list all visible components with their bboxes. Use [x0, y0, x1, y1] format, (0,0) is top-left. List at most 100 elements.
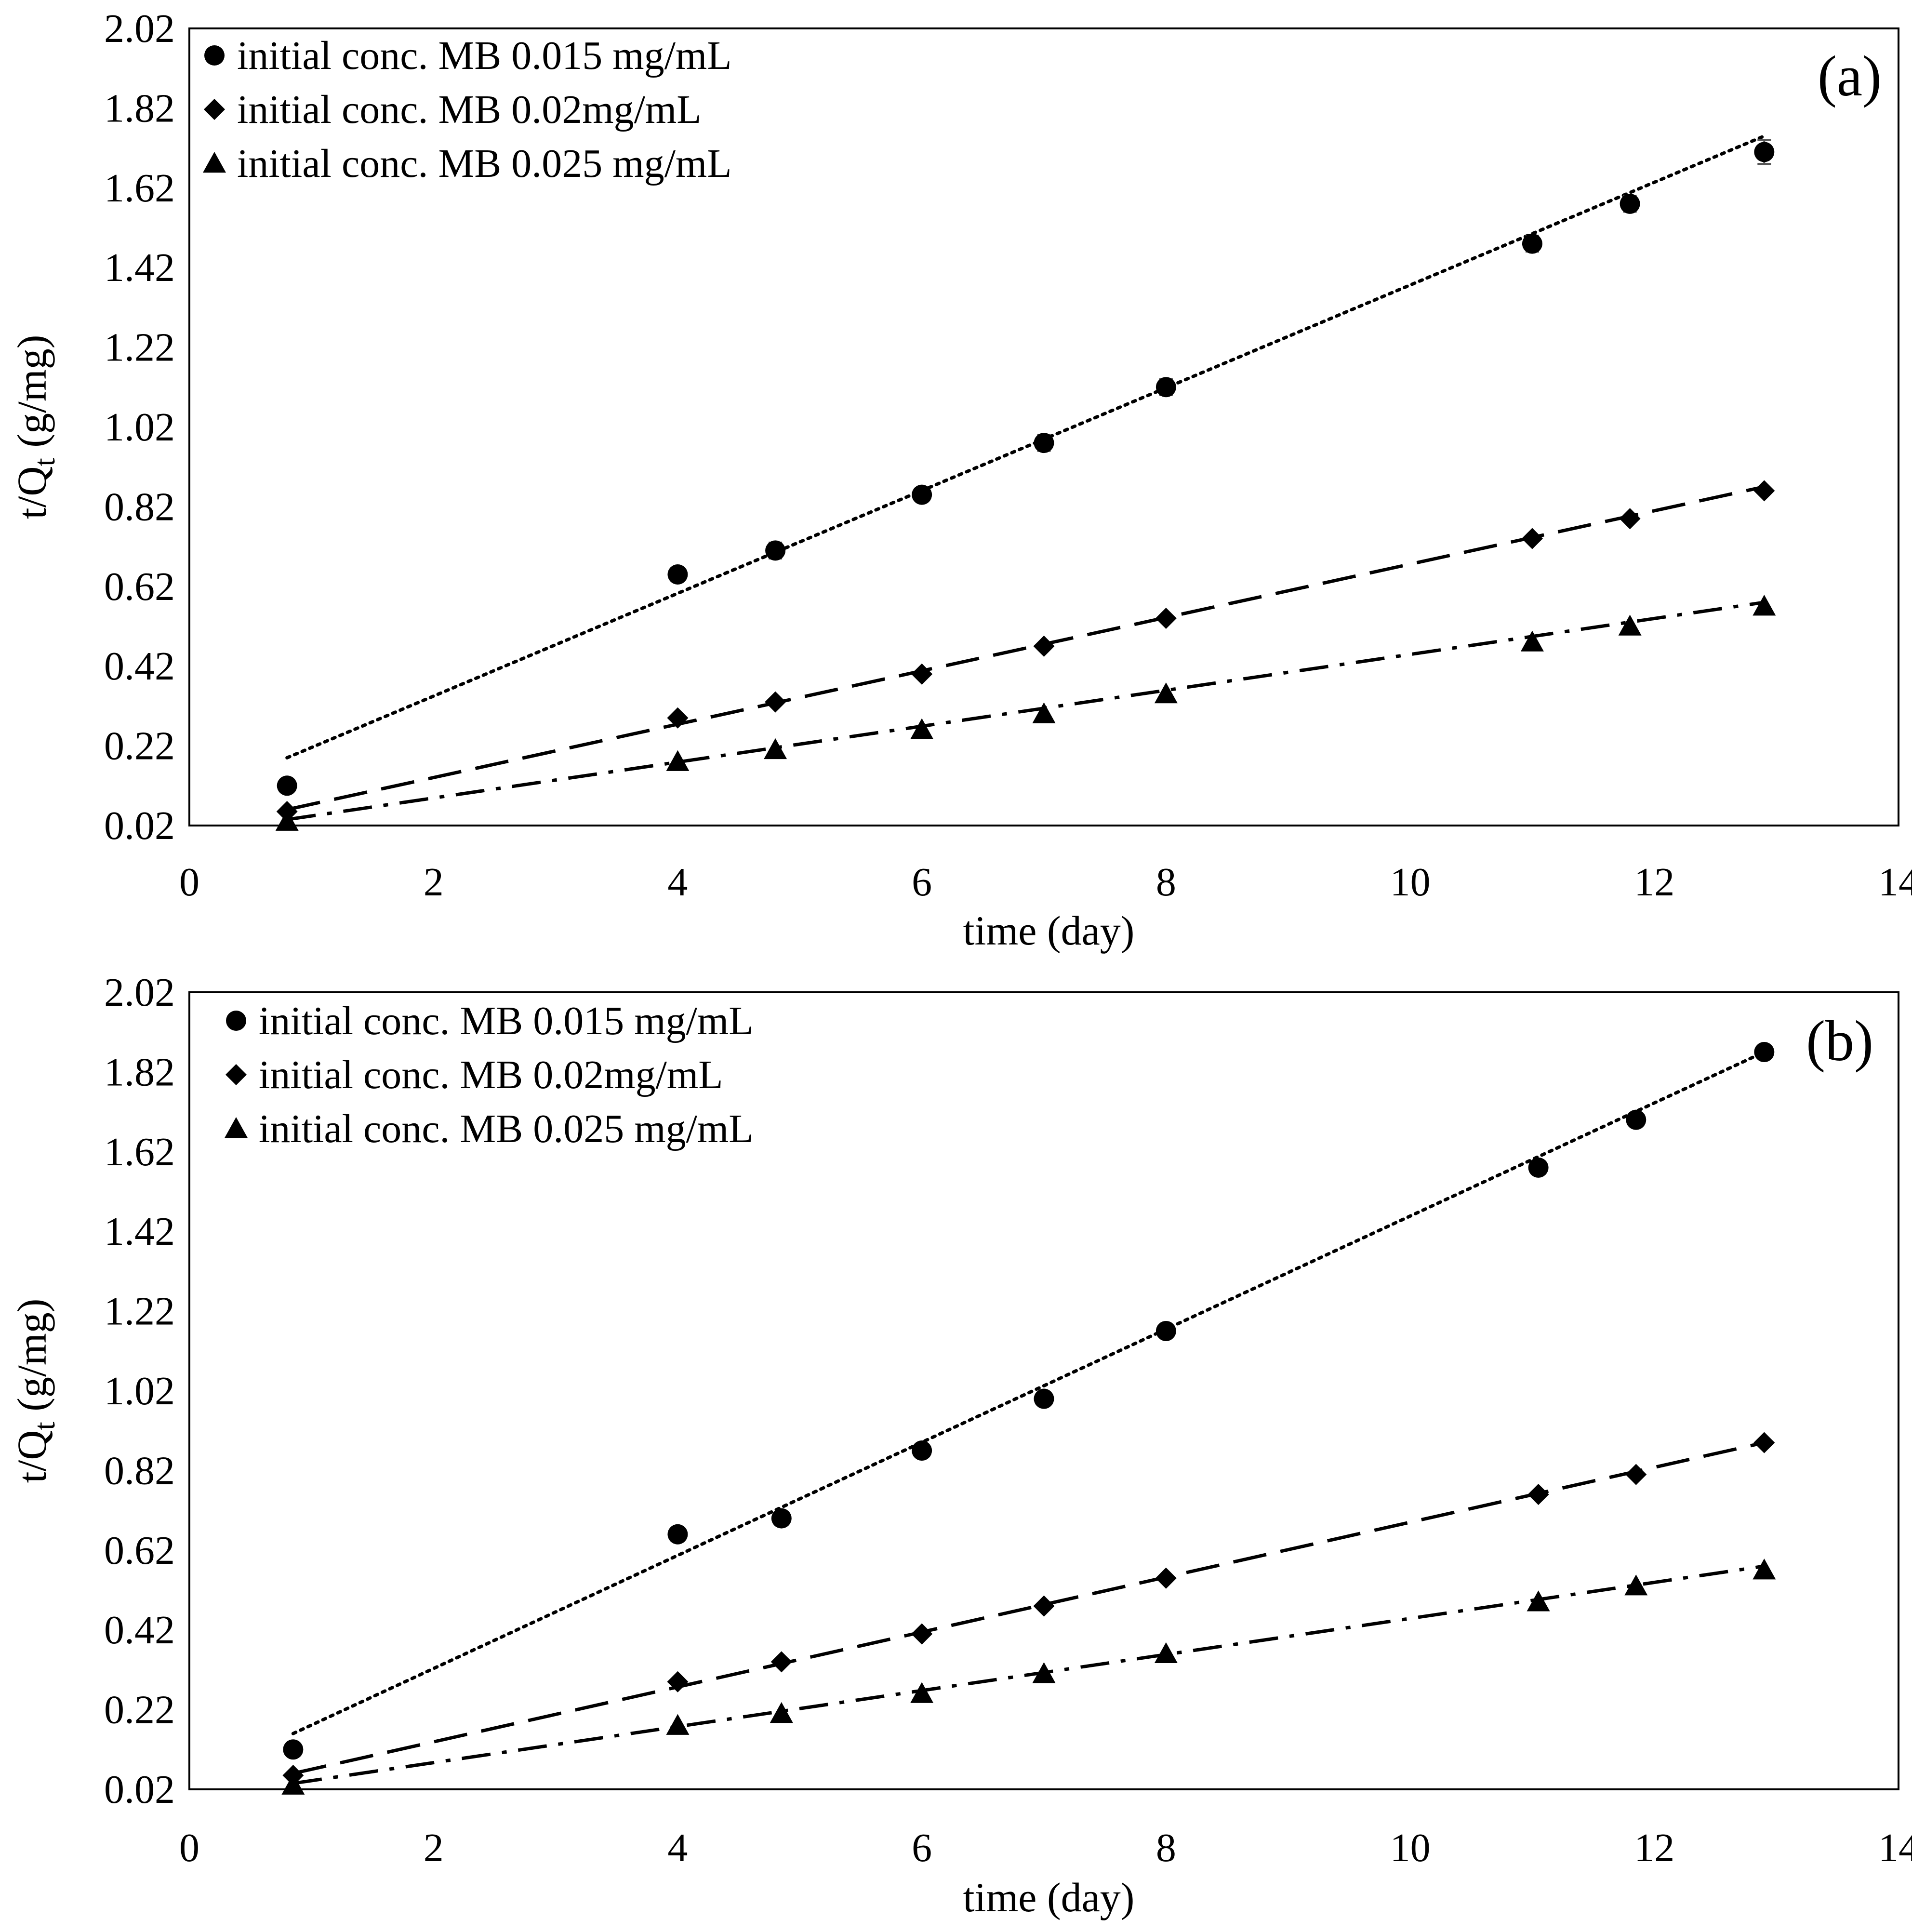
y-tick-label: 1.62: [104, 166, 175, 211]
series-3: [275, 595, 1776, 831]
data-point: [1034, 1388, 1054, 1409]
y-axis-title-prefix: t/Q: [9, 466, 55, 519]
data-point: [910, 718, 934, 739]
y-axis-title-subscript: t: [28, 1422, 61, 1430]
trendline: [291, 1050, 1766, 1735]
data-point: [765, 691, 786, 713]
data-point: [1155, 377, 1176, 398]
x-tick-label: 0: [179, 860, 199, 905]
x-tick-label: 2: [424, 860, 444, 905]
y-tick-label: 1.42: [104, 245, 175, 290]
x-tick-label: 14: [1878, 860, 1912, 905]
y-tick-label: 1.42: [104, 1209, 175, 1254]
trendline: [285, 134, 1766, 759]
x-tick-label: 8: [1156, 860, 1176, 905]
series-1: [277, 134, 1775, 796]
y-tick-label: 0.02: [104, 1767, 175, 1812]
trendline: [286, 485, 1765, 812]
y-axis-title-subscript: t: [28, 458, 61, 466]
chart-panel-a: 0.02 0.22 0.42 0.62 0.82 1.02 1.22 1.42 1.62 1.82…: [9, 6, 1912, 954]
data-point: [667, 564, 688, 585]
legend-marker: [226, 1011, 246, 1031]
data-point: [771, 1508, 792, 1529]
series-2: [276, 480, 1775, 823]
data-point: [1521, 528, 1543, 549]
y-axis-title-suffix: (g/mg): [9, 1299, 55, 1422]
series-2: [282, 1432, 1775, 1786]
y-axis-title-prefix: t/Q: [9, 1430, 55, 1483]
y-tick-label: 1.02: [104, 405, 175, 450]
chart-panel-b: 0.02 0.22 0.42 0.62 0.82 1.02 1.22 1.42 1.62 1.82…: [9, 970, 1912, 1920]
series-3: [281, 1559, 1776, 1795]
data-point: [667, 707, 689, 729]
x-tick-label: 12: [1634, 1825, 1674, 1870]
data-point: [281, 1773, 305, 1795]
data-point: [1619, 508, 1641, 530]
y-tick-label: 2.02: [104, 970, 175, 1015]
plot-area: [188, 27, 1899, 826]
series-1: [283, 1042, 1775, 1760]
data-point: [1033, 1595, 1055, 1617]
trendline: [292, 1441, 1765, 1775]
x-tick-label: 0: [179, 1825, 199, 1870]
x-tick-label: 10: [1390, 1825, 1431, 1870]
legend-label: initial conc. MB 0.015 mg/mL: [259, 999, 754, 1043]
y-tick-label: 1.22: [104, 325, 175, 370]
x-tick-label: 14: [1878, 1825, 1912, 1870]
data-point: [1155, 1567, 1177, 1589]
x-tick-label: 4: [667, 1825, 688, 1870]
x-tick-label: 4: [667, 860, 688, 905]
data-point: [1753, 1432, 1775, 1453]
x-axis-title: time (day): [963, 907, 1135, 954]
data-point: [1033, 635, 1055, 657]
data-point: [667, 1671, 689, 1692]
legend-label: initial conc. MB 0.02mg/mL: [237, 87, 702, 132]
data-point: [667, 1524, 688, 1545]
y-tick-label: 1.82: [104, 1050, 175, 1094]
data-point: [770, 1651, 792, 1673]
data-point: [1753, 480, 1775, 502]
data-point: [1032, 702, 1056, 723]
data-point: [1527, 1590, 1550, 1612]
data-point: [1618, 614, 1642, 636]
y-tick-label: 1.82: [104, 86, 175, 131]
legend-marker: [204, 99, 225, 120]
y-tick-label: 1.02: [104, 1369, 175, 1413]
data-point: [1753, 1559, 1776, 1580]
legend-marker: [225, 1117, 248, 1138]
data-point: [277, 775, 297, 796]
data-point: [1154, 682, 1178, 704]
data-point: [1620, 193, 1640, 214]
data-point: [1154, 1642, 1178, 1664]
data-point: [911, 663, 933, 685]
y-tick-label: 2.02: [104, 6, 175, 51]
legend-label: initial conc. MB 0.025 mg/mL: [237, 141, 732, 186]
x-tick-label: 2: [424, 1825, 444, 1870]
legend-label: initial conc. MB 0.015 mg/mL: [237, 33, 732, 78]
y-tick-label: 0.22: [104, 724, 175, 769]
x-axis-title: time (day): [963, 1874, 1135, 1920]
y-tick-label: 0.22: [104, 1688, 175, 1732]
data-point: [1520, 630, 1544, 652]
data-point: [1624, 1574, 1648, 1596]
y-tick-label: 0.82: [104, 484, 175, 529]
trendline: [287, 600, 1765, 822]
panel-label: (b): [1806, 1009, 1873, 1073]
data-point: [1754, 142, 1775, 162]
y-axis-title-suffix: (g/mg): [9, 335, 55, 458]
x-tick-label: 10: [1390, 860, 1431, 905]
data-point: [770, 1702, 793, 1723]
y-tick-label: 0.42: [104, 1608, 175, 1652]
panel-label: (a): [1818, 44, 1882, 108]
x-tick-label: 6: [912, 1825, 932, 1870]
y-tick-label: 0.62: [104, 564, 175, 609]
data-point: [1155, 1320, 1176, 1341]
data-point: [666, 750, 690, 771]
legend-marker: [203, 152, 226, 173]
data-point: [1753, 595, 1776, 616]
x-tick-label: 6: [912, 860, 932, 905]
data-point: [1527, 1484, 1549, 1506]
legend: initial conc. MB 0.015 mg/mL initial conc…: [225, 999, 754, 1151]
data-point: [283, 1739, 304, 1760]
